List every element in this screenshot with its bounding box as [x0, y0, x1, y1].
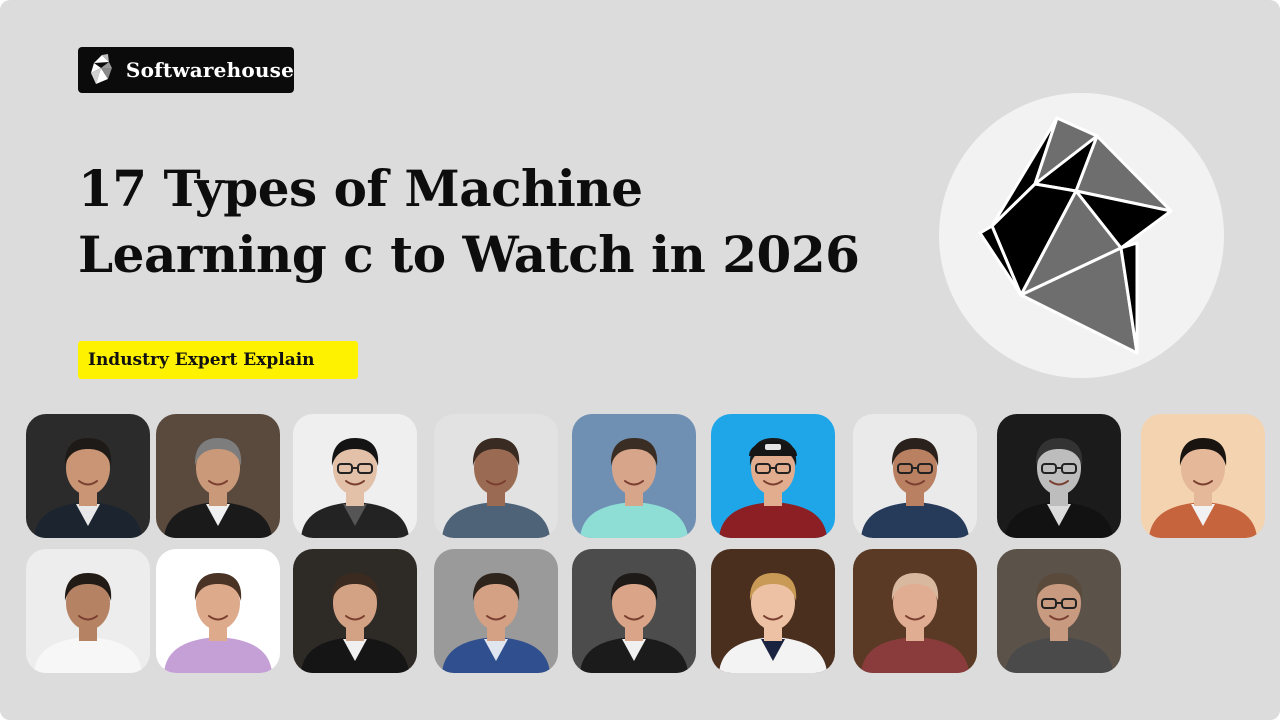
expert-avatar[interactable] — [156, 549, 280, 673]
expert-avatar[interactable] — [434, 549, 558, 673]
expert-portrait — [853, 549, 977, 673]
expert-portrait — [434, 414, 558, 538]
expert-avatar[interactable] — [434, 414, 558, 538]
expert-avatar[interactable] — [997, 414, 1121, 538]
expert-portrait — [1141, 414, 1265, 538]
expert-portrait — [711, 549, 835, 673]
expert-avatar[interactable] — [997, 549, 1121, 673]
expert-portrait — [572, 414, 696, 538]
brand-name: Softwarehouse — [125, 58, 294, 82]
expert-avatar[interactable] — [853, 549, 977, 673]
brand-logo-emblem — [939, 93, 1224, 378]
expert-portrait — [997, 549, 1121, 673]
expert-avatar[interactable] — [1141, 414, 1265, 538]
expert-portrait — [853, 414, 977, 538]
brand-badge[interactable]: Softwarehouse — [78, 47, 294, 93]
expert-portrait — [997, 414, 1121, 538]
title-line-1: 17 Types of Machine — [78, 159, 643, 218]
expert-portrait — [434, 549, 558, 673]
expert-avatar[interactable] — [293, 414, 417, 538]
expert-portrait — [156, 549, 280, 673]
expert-portrait — [293, 549, 417, 673]
expert-avatar[interactable] — [711, 414, 835, 538]
category-tag: Industry Expert Explain — [78, 341, 358, 379]
expert-portrait — [711, 414, 835, 538]
expert-avatar[interactable] — [156, 414, 280, 538]
expert-portrait — [26, 414, 150, 538]
page-title: 17 Types of Machine Learning c to Watch … — [78, 156, 898, 288]
expert-avatar[interactable] — [572, 549, 696, 673]
expert-portrait — [156, 414, 280, 538]
expert-portrait — [293, 414, 417, 538]
expert-avatar[interactable] — [853, 414, 977, 538]
expert-avatar[interactable] — [572, 414, 696, 538]
expert-portrait — [26, 549, 150, 673]
expert-avatar[interactable] — [26, 414, 150, 538]
expert-avatar[interactable] — [293, 549, 417, 673]
polygon-logo-icon — [978, 116, 1173, 355]
softwarehouse-logo-icon — [90, 54, 112, 84]
title-line-2: Learning c to Watch in 2026 — [78, 225, 860, 284]
expert-avatar[interactable] — [26, 549, 150, 673]
expert-avatar[interactable] — [711, 549, 835, 673]
expert-portrait — [572, 549, 696, 673]
